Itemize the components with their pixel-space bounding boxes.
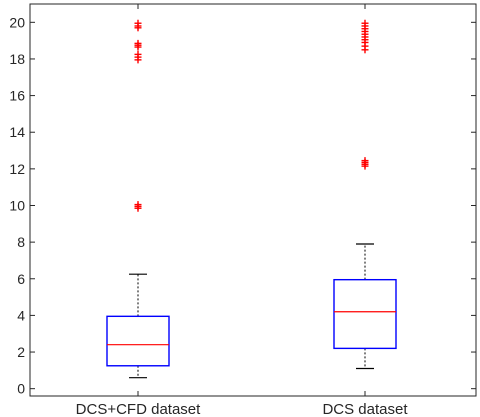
outlier-marker bbox=[134, 19, 142, 27]
y-tick-label: 14 bbox=[9, 124, 25, 140]
box-group bbox=[333, 19, 397, 370]
outlier-marker bbox=[134, 39, 142, 47]
y-tick-label: 16 bbox=[9, 88, 25, 104]
outlier-marker bbox=[134, 201, 142, 209]
y-tick-label: 12 bbox=[9, 161, 25, 177]
plot-frame bbox=[29, 3, 477, 397]
y-tick-label: 0 bbox=[17, 381, 25, 397]
iqr-box bbox=[106, 315, 170, 367]
y-tick-label: 10 bbox=[9, 197, 25, 213]
x-category-label: DCS dataset bbox=[322, 401, 408, 417]
axes bbox=[29, 3, 477, 397]
box-group bbox=[106, 19, 170, 379]
boxes bbox=[106, 19, 397, 379]
y-tick-label: 4 bbox=[17, 307, 25, 323]
y-tick-label: 2 bbox=[17, 344, 25, 360]
outlier-marker bbox=[361, 157, 369, 165]
y-tick-label: 6 bbox=[17, 271, 25, 287]
y-tick-label: 20 bbox=[9, 14, 25, 30]
y-tick-label: 18 bbox=[9, 51, 25, 67]
iqr-box bbox=[333, 278, 397, 350]
outlier-marker bbox=[134, 50, 142, 58]
tick-labels: 0 2 4 6 8 10 12 14 16 18 20 DCS+CFD dataset DCS data… bbox=[9, 14, 408, 417]
y-tick-label: 8 bbox=[17, 234, 25, 250]
x-category-label: DCS+CFD dataset bbox=[76, 401, 201, 417]
outlier-marker bbox=[361, 19, 369, 27]
